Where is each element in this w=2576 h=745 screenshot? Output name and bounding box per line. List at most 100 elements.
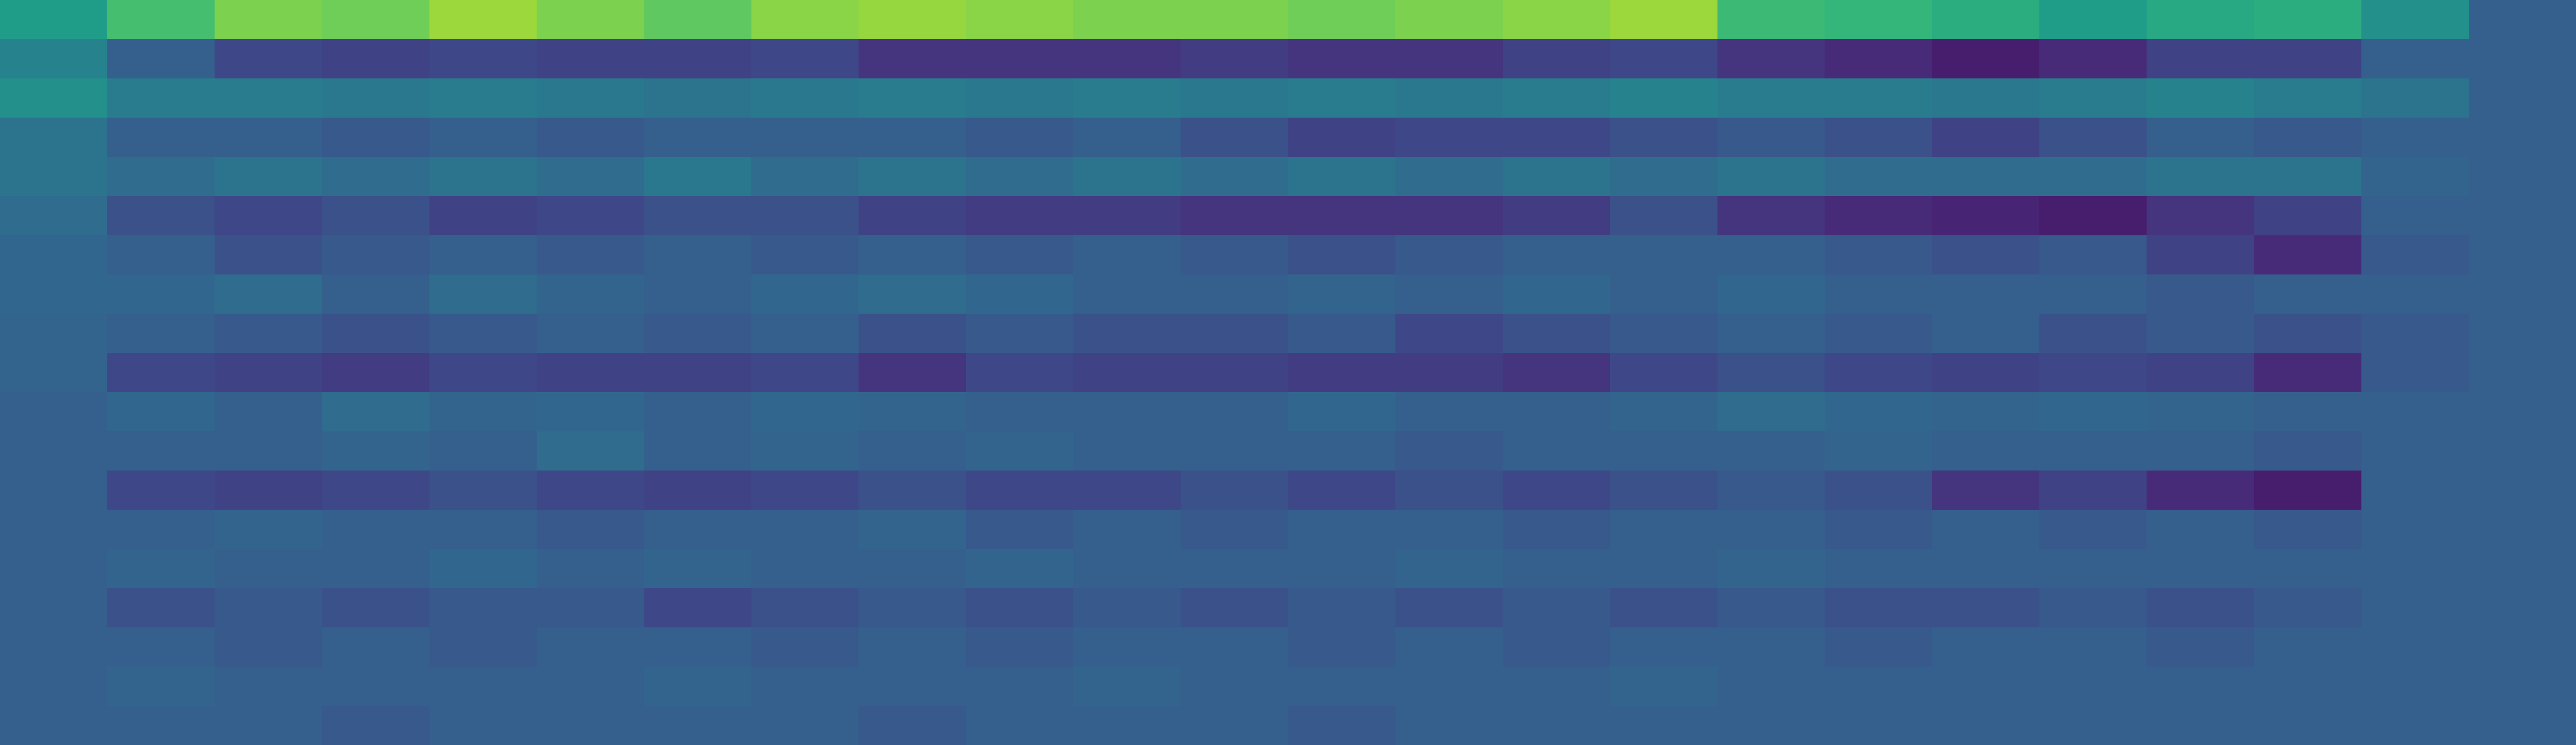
heatmap-cell	[2147, 39, 2254, 79]
heatmap-cell	[966, 0, 1074, 40]
heatmap-cell	[2254, 549, 2362, 589]
heatmap-cell	[1395, 274, 1503, 314]
heatmap-cell	[537, 314, 644, 353]
heatmap-cell	[966, 471, 1074, 510]
heatmap-cell	[1610, 471, 1718, 510]
heatmap-cell	[2147, 196, 2254, 236]
heatmap-cell	[1073, 78, 1181, 118]
heatmap-cell	[107, 314, 215, 353]
heatmap-cell	[1932, 353, 2040, 393]
heatmap-cell	[107, 274, 215, 314]
heatmap-cell	[2254, 706, 2362, 745]
heatmap-cell	[537, 274, 644, 314]
heatmap-cell	[1181, 549, 1288, 589]
heatmap-cell	[2468, 78, 2576, 118]
heatmap-cell	[2254, 157, 2362, 197]
heatmap-cell	[1395, 235, 1503, 275]
heatmap-cell	[1824, 549, 1933, 589]
heatmap-cell	[858, 706, 967, 745]
heatmap-cell	[1932, 0, 2040, 40]
heatmap-cell	[751, 353, 859, 393]
heatmap-cell	[1073, 39, 1181, 79]
heatmap-cell	[429, 588, 537, 628]
heatmap-cell	[2361, 588, 2469, 628]
heatmap-cell	[2147, 78, 2254, 118]
heatmap-cell	[858, 78, 967, 118]
heatmap-cell	[107, 549, 215, 589]
heatmap-cell	[2254, 235, 2362, 275]
heatmap-cell	[644, 0, 752, 40]
heatmap-cell	[644, 235, 752, 275]
heatmap-cell	[0, 549, 108, 589]
heatmap-cell	[751, 510, 859, 549]
heatmap-cell	[1502, 235, 1610, 275]
heatmap-cell	[1181, 431, 1288, 471]
heatmap-cell	[2039, 196, 2147, 236]
heatmap-cell	[1288, 118, 1396, 157]
heatmap-cell	[1502, 627, 1610, 667]
heatmap-cell	[751, 235, 859, 275]
heatmap-cell	[429, 667, 537, 706]
heatmap-cell	[1181, 39, 1288, 79]
heatmap-cell	[2468, 196, 2576, 236]
heatmap-cell	[644, 588, 752, 628]
heatmap-cell	[1610, 274, 1718, 314]
heatmap-cell	[1073, 235, 1181, 275]
heatmap-cell	[644, 392, 752, 432]
heatmap-cell	[2039, 471, 2147, 510]
heatmap-cell	[429, 431, 537, 471]
heatmap-cell	[858, 118, 967, 157]
heatmap-cell	[1073, 667, 1181, 706]
heatmap-cell	[2361, 353, 2469, 393]
heatmap-cell	[1502, 667, 1610, 706]
heatmap-cell	[214, 157, 323, 197]
heatmap-cell	[1610, 314, 1718, 353]
heatmap-cell	[858, 0, 967, 40]
heatmap-cell	[966, 274, 1074, 314]
heatmap-cell	[1502, 392, 1610, 432]
heatmap-cell	[1288, 157, 1396, 197]
heatmap-cell	[214, 549, 323, 589]
heatmap-cell	[1288, 392, 1396, 432]
heatmap-cell	[1717, 118, 1825, 157]
heatmap-cell	[537, 118, 644, 157]
heatmap-cell	[2361, 314, 2469, 353]
heatmap-cell	[2039, 706, 2147, 745]
heatmap-cell	[537, 431, 644, 471]
heatmap-cell	[1395, 471, 1503, 510]
heatmap-cell	[2468, 0, 2576, 40]
heatmap-cell	[1395, 392, 1503, 432]
heatmap-cell	[2361, 39, 2469, 79]
heatmap-cell	[2147, 353, 2254, 393]
heatmap-cell	[2254, 353, 2362, 393]
heatmap-cell	[214, 627, 323, 667]
heatmap-cell	[1932, 549, 2040, 589]
heatmap-cell	[107, 471, 215, 510]
heatmap-cell	[2147, 157, 2254, 197]
heatmap-cell	[1073, 0, 1181, 40]
heatmap-cell	[2254, 39, 2362, 79]
heatmap-cell	[2361, 627, 2469, 667]
heatmap-cell	[322, 627, 430, 667]
heatmap-cell	[1288, 314, 1396, 353]
heatmap-cell	[1288, 0, 1396, 40]
heatmap-cell	[1610, 78, 1718, 118]
heatmap-cell	[966, 431, 1074, 471]
heatmap-cell	[1610, 392, 1718, 432]
heatmap-cell	[644, 157, 752, 197]
heatmap-cell	[2361, 274, 2469, 314]
heatmap-cell	[429, 627, 537, 667]
heatmap-cell	[2039, 314, 2147, 353]
heatmap-cell	[858, 588, 967, 628]
heatmap-cell	[322, 667, 430, 706]
heatmap-cell	[2147, 471, 2254, 510]
heatmap-cell	[966, 196, 1074, 236]
heatmap-cell	[322, 39, 430, 79]
heatmap-cell	[2147, 0, 2254, 40]
heatmap-cell	[429, 314, 537, 353]
heatmap-cell	[2254, 627, 2362, 667]
heatmap-cell	[1717, 353, 1825, 393]
heatmap-cell	[1717, 196, 1825, 236]
heatmap-cell	[1502, 588, 1610, 628]
heatmap-cell	[537, 157, 644, 197]
